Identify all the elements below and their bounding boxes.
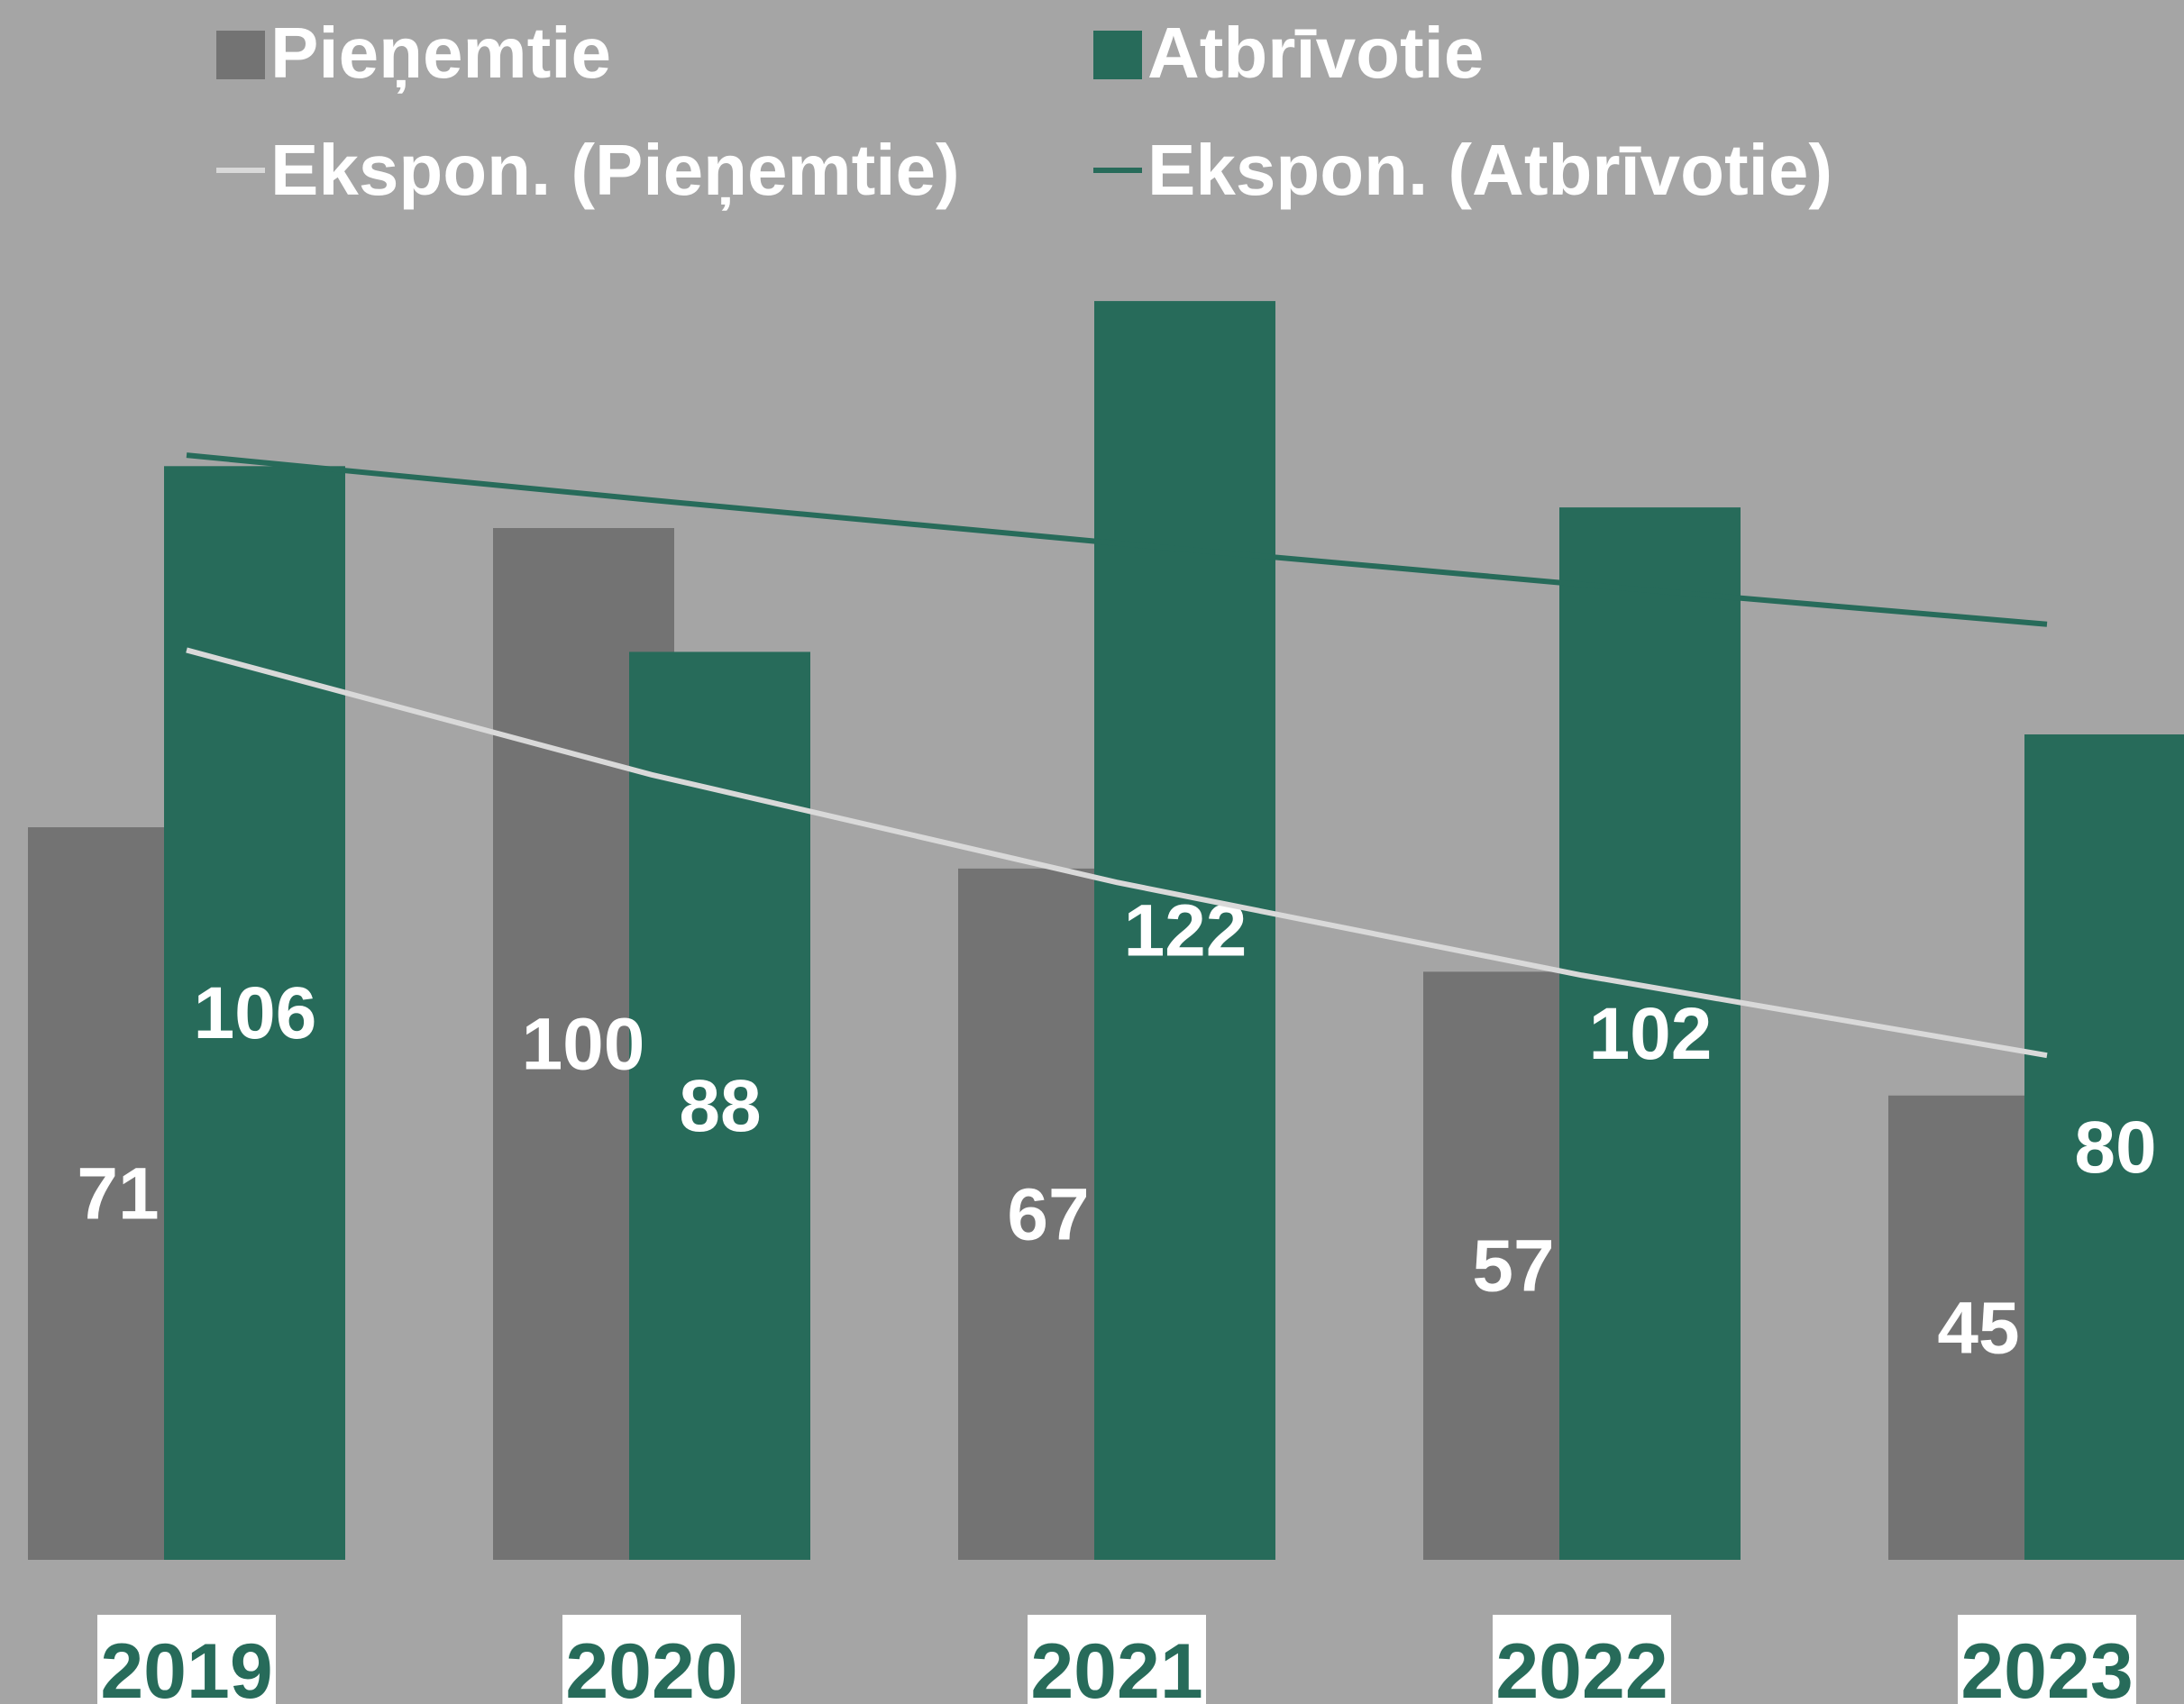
x-tick-label: 2020 (565, 1628, 737, 1704)
x-tick-label: 2021 (1030, 1628, 1202, 1704)
data-label: 100 (522, 1004, 645, 1086)
data-label: 45 (1937, 1287, 2019, 1369)
bar (1559, 507, 1741, 1560)
bar (2024, 734, 2184, 1560)
x-label-box (562, 1615, 741, 1704)
x-label-box (1493, 1615, 1671, 1704)
data-label: 67 (1007, 1173, 1089, 1255)
bar (164, 466, 345, 1560)
data-label: 102 (1589, 993, 1713, 1075)
legend-label: Ekspon. (Pieņemtie) (270, 130, 960, 211)
bar (1094, 301, 1275, 1561)
legend-label: Ekspon. (Atbrīvotie) (1147, 130, 1832, 210)
legend-label: Atbrīvotie (1147, 13, 1484, 93)
x-tick-label: 2019 (100, 1628, 272, 1704)
data-label: 57 (1472, 1226, 1554, 1308)
data-label: 106 (194, 972, 317, 1054)
data-label: 88 (679, 1065, 761, 1147)
data-label: 71 (77, 1153, 159, 1235)
x-label-box (1958, 1615, 2136, 1704)
x-label-box (1028, 1615, 1206, 1704)
trendline (186, 452, 2048, 627)
data-label: 80 (2074, 1107, 2156, 1189)
x-tick-label: 2022 (1495, 1628, 1668, 1704)
legend-swatch (216, 31, 265, 79)
x-label-box (97, 1615, 276, 1704)
trendline (186, 647, 2048, 1059)
x-tick-label: 2023 (1960, 1628, 2133, 1704)
legend-label: Pieņemtie (270, 13, 611, 94)
legend-swatch (1093, 31, 1142, 79)
